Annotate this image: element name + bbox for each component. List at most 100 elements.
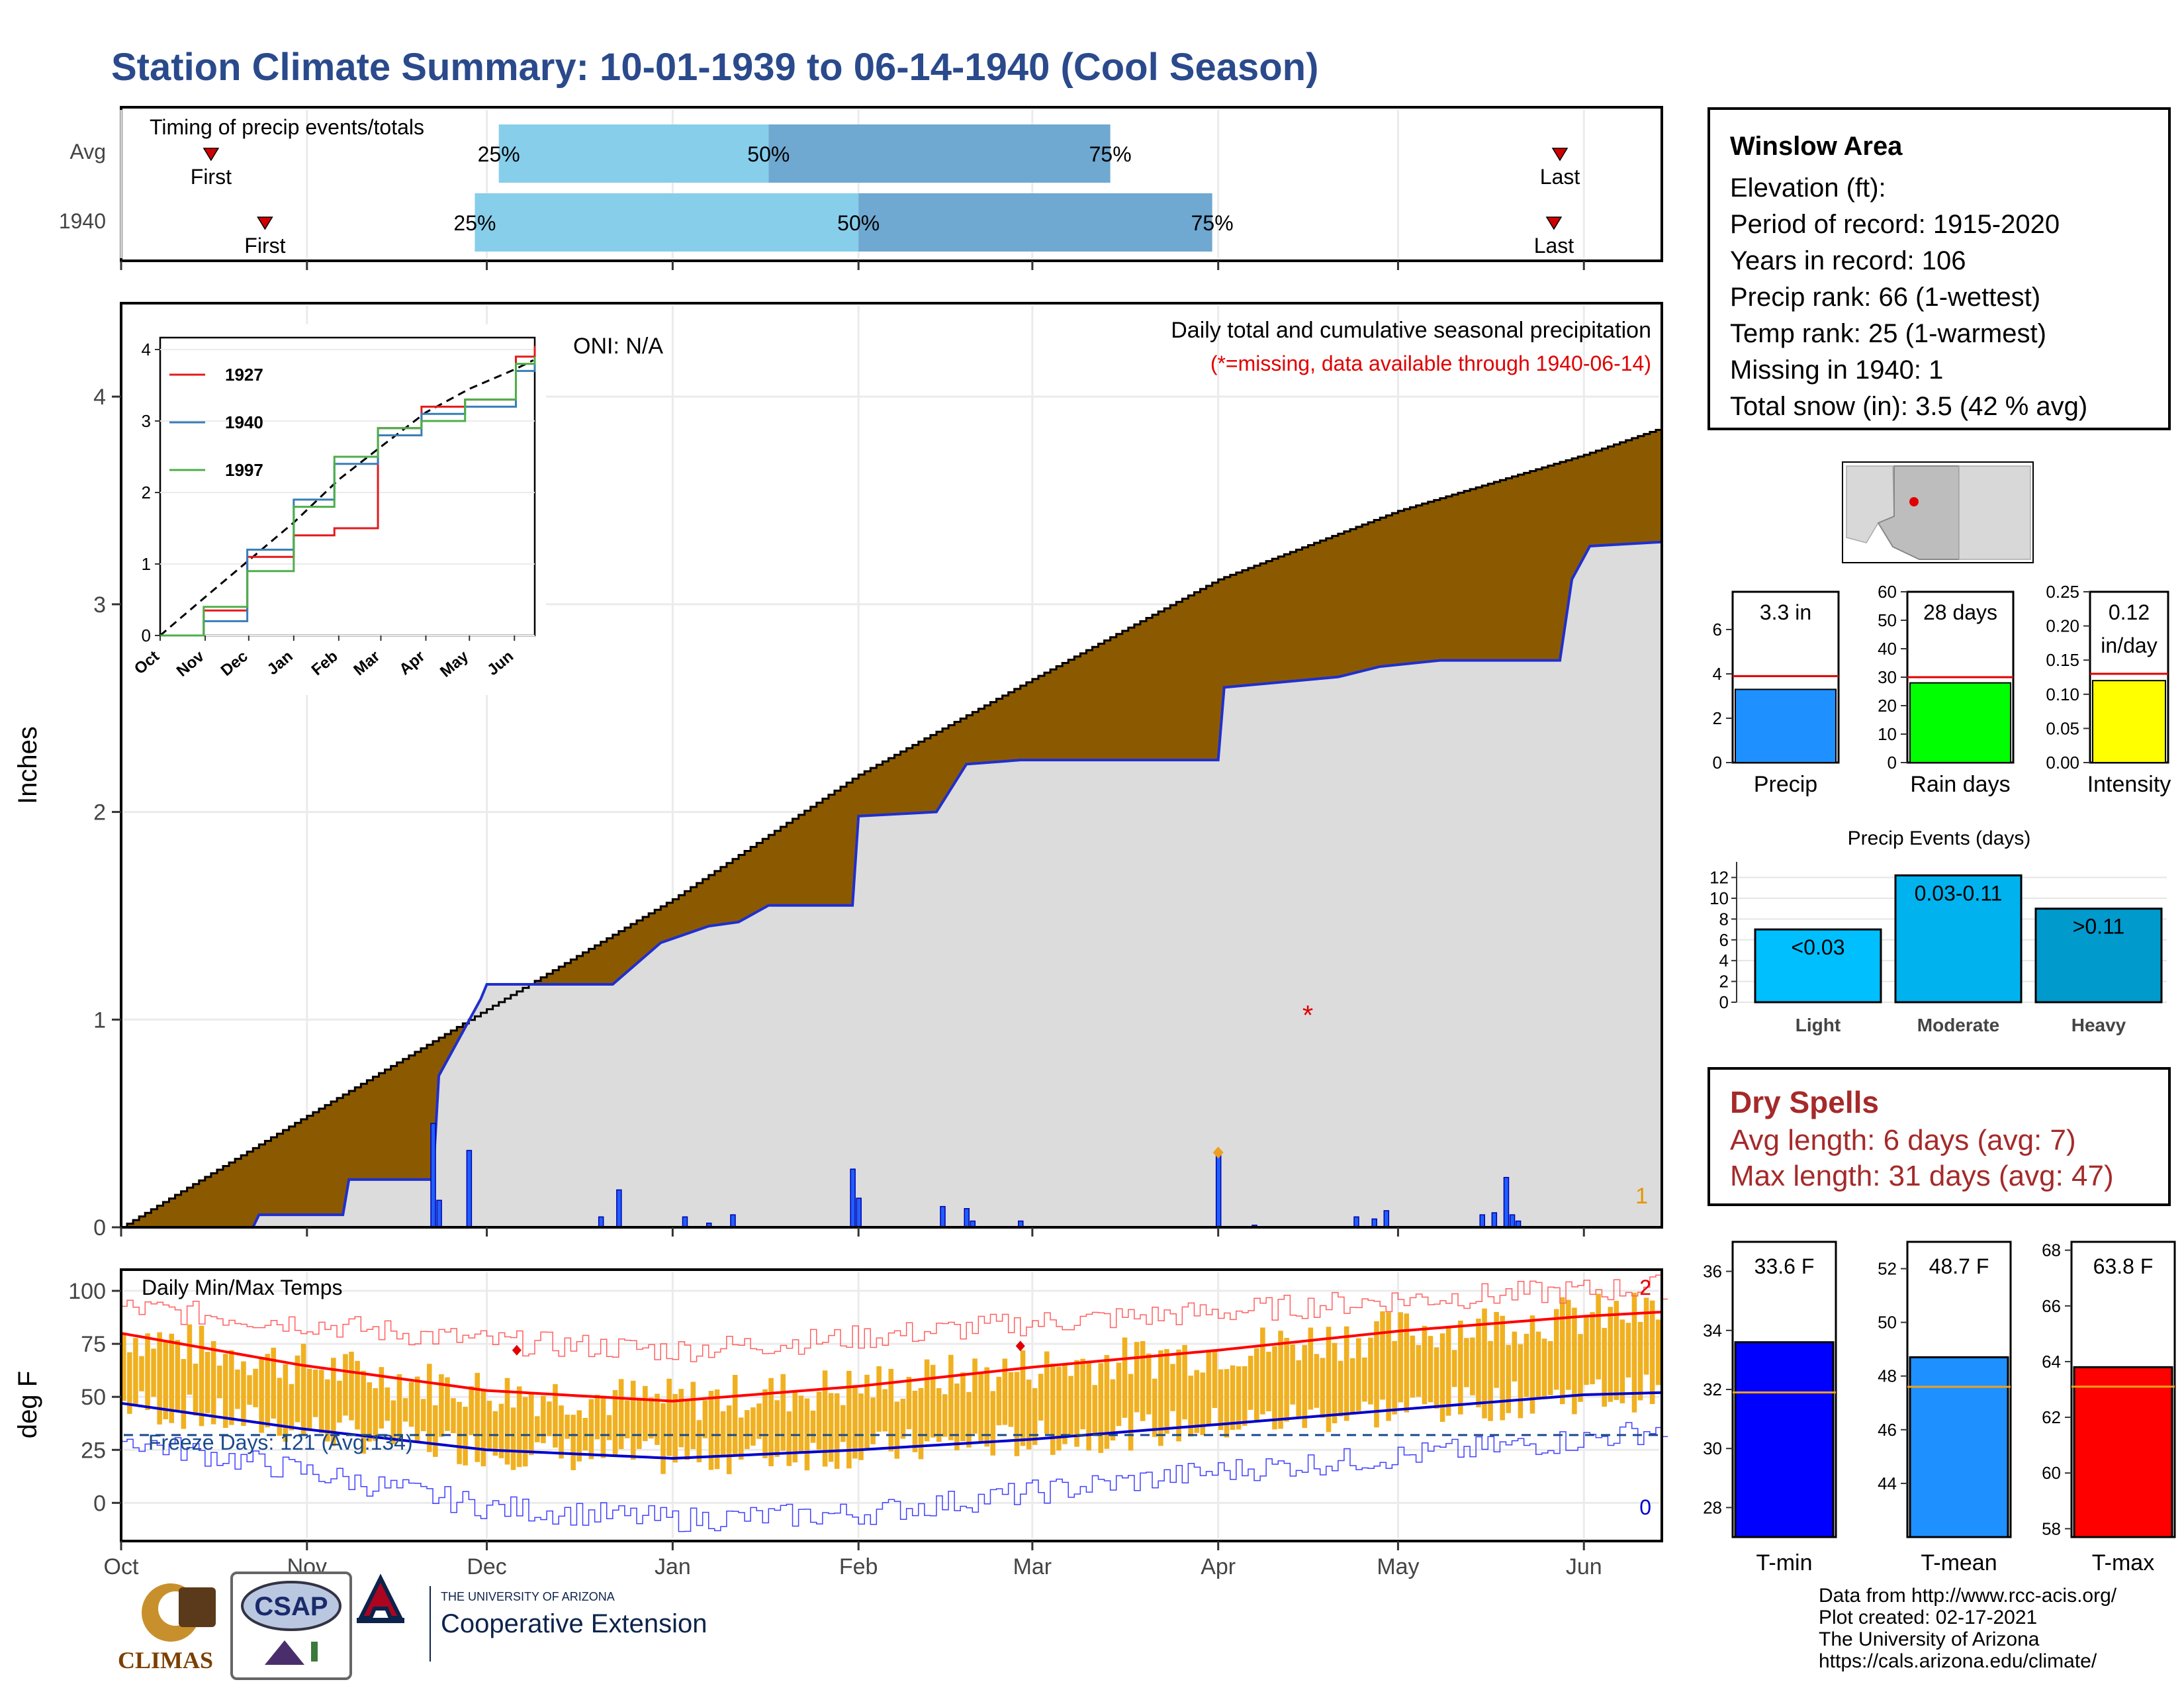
station-name: Winslow Area (1730, 132, 1903, 161)
daily-temp-bar (972, 1358, 978, 1434)
tmax-label: T-max (2092, 1550, 2154, 1575)
daily-temp-bar (1332, 1342, 1338, 1424)
daily-temp-bar (265, 1354, 270, 1428)
daily-temp-bar (1044, 1351, 1050, 1434)
daily-temp-bar (1602, 1328, 1607, 1407)
daily-temp-bar (1164, 1348, 1169, 1434)
daily-temp-bar (1176, 1349, 1181, 1442)
daily-temp-bar (816, 1391, 822, 1450)
csap-logo: CSAP (230, 1571, 352, 1680)
daily-temp-bar (1596, 1293, 1601, 1380)
daily-temp-bar (169, 1333, 175, 1423)
events-bar-range: <0.03 (1792, 935, 1845, 959)
avg-max-line (120, 1311, 1662, 1403)
daily-temp-bar (643, 1385, 648, 1442)
daily-precip-bar (1491, 1212, 1498, 1228)
daily-temp-bar (318, 1370, 324, 1433)
dry-spells-title: Dry Spells (1730, 1085, 1879, 1119)
daily-temp-bar (1014, 1372, 1020, 1456)
daily-temp-bar (768, 1378, 774, 1467)
daily-temp-bar (1212, 1349, 1218, 1409)
month-label: May (1377, 1554, 1419, 1579)
daily-temp-bar (1026, 1380, 1032, 1450)
tmin-tick-label: 30 (1703, 1438, 1722, 1458)
daily-temp-bar (127, 1352, 132, 1414)
tmax-tick-label: 58 (2042, 1519, 2061, 1538)
daily-temp-bar (271, 1347, 277, 1419)
daily-temp-bar (1410, 1335, 1416, 1398)
daily-temp-bar (187, 1324, 193, 1395)
dry-spells-avg: Avg length: 6 days (avg: 7) (1730, 1124, 2076, 1156)
daily-temp-bar (1488, 1340, 1493, 1421)
daily-temp-bar (414, 1376, 420, 1443)
daily-temp-bar (133, 1338, 138, 1405)
daily-temp-bar (373, 1388, 379, 1441)
intensity-tick-label: 0.25 (2046, 582, 2079, 602)
ua-logo: THE UNIVERSITY OF ARIZONA Cooperative Ex… (357, 1573, 707, 1662)
daily-temp-bar (852, 1385, 858, 1459)
tmean-tick-label: 52 (1878, 1259, 1897, 1279)
daily-temp-bar (702, 1400, 708, 1438)
daily-precip-bar (466, 1150, 473, 1228)
daily-temp-bar (936, 1388, 942, 1442)
precip-tick-label: 6 (1713, 620, 1722, 639)
daily-temp-bar (1392, 1340, 1397, 1415)
daily-temp-bar (1655, 1319, 1661, 1385)
avg-cumulative-line (121, 428, 1663, 1229)
daily-temp-bar (492, 1411, 498, 1456)
inset-ytick-label: 2 (142, 483, 151, 502)
daily-temp-bar (1470, 1337, 1475, 1395)
daily-temp-bar (858, 1393, 864, 1460)
daily-temp-bar (139, 1356, 144, 1391)
events-title: Precip Events (days) (1848, 827, 2031, 849)
intensity-tick-label: 0.10 (2046, 684, 2079, 704)
mini-bar-charts: 3.3 in Precip 0 2 4 6 28 days Rain days 0 10 20 30 4… (1713, 582, 2171, 797)
daily-temp-bar (732, 1374, 738, 1456)
daily-temp-bar (522, 1397, 528, 1467)
daily-temp-bar (1500, 1315, 1505, 1421)
events-tick-label: 4 (1719, 951, 1729, 970)
month-label: Mar (1013, 1554, 1052, 1579)
daily-temp-bar (930, 1364, 936, 1438)
events-bar-heavy (2034, 908, 2163, 1004)
precip-ytick-label: 3 (93, 592, 106, 618)
precip-missing-note: (*=missing, data available through 1940-… (1210, 352, 1651, 375)
daily-temp-bar (678, 1389, 684, 1448)
tmin-bar (1734, 1341, 1835, 1538)
credits-block: Data from http://www.rcc-acis.org/ Plot … (1819, 1585, 2116, 1672)
daily-temp-bar (510, 1407, 516, 1470)
inset-legend-label: 1940 (225, 412, 263, 432)
temp-ylabel: deg F (13, 1371, 42, 1438)
intensity-tick-label: 0.05 (2046, 718, 2079, 738)
daily-temp-bar (175, 1340, 181, 1412)
precip-bar (1735, 688, 1837, 764)
daily-temp-bar (1439, 1333, 1445, 1422)
daily-temp-bar (1218, 1369, 1224, 1430)
daily-temp-bar (1320, 1358, 1326, 1418)
daily-temp-bar (666, 1378, 672, 1456)
daily-temp-bar (1290, 1344, 1295, 1405)
daily-temp-bar (1296, 1360, 1301, 1419)
daily-precip-bar (940, 1205, 946, 1228)
daily-temp-bar (1116, 1362, 1122, 1427)
daily-temp-bar (1242, 1366, 1248, 1426)
daily-temp-bar (439, 1374, 444, 1437)
daily-temp-bar (1224, 1369, 1230, 1438)
temp-label: Daily Min/Max Temps (142, 1276, 342, 1299)
daily-temp-bar (1098, 1363, 1104, 1453)
daily-temp-bar (1092, 1385, 1098, 1435)
daily-temp-bar (402, 1398, 408, 1422)
tmax-tick-label: 64 (2042, 1352, 2061, 1372)
daily-temp-bar (253, 1368, 258, 1407)
events-bar-label: Heavy (2071, 1015, 2126, 1035)
tmean-label: T-mean (1921, 1550, 1997, 1575)
daily-temp-bar (978, 1372, 983, 1442)
year-cumulative-area (121, 541, 1662, 1227)
oni-label: ONI: N/A (573, 334, 663, 359)
intensity-label: Intensity (2087, 772, 2171, 797)
daily-temp-bar (205, 1352, 210, 1413)
daily-temp-bar (1146, 1353, 1152, 1415)
daily-temp-bar (1451, 1350, 1457, 1387)
month-label: Jun (1566, 1554, 1602, 1579)
